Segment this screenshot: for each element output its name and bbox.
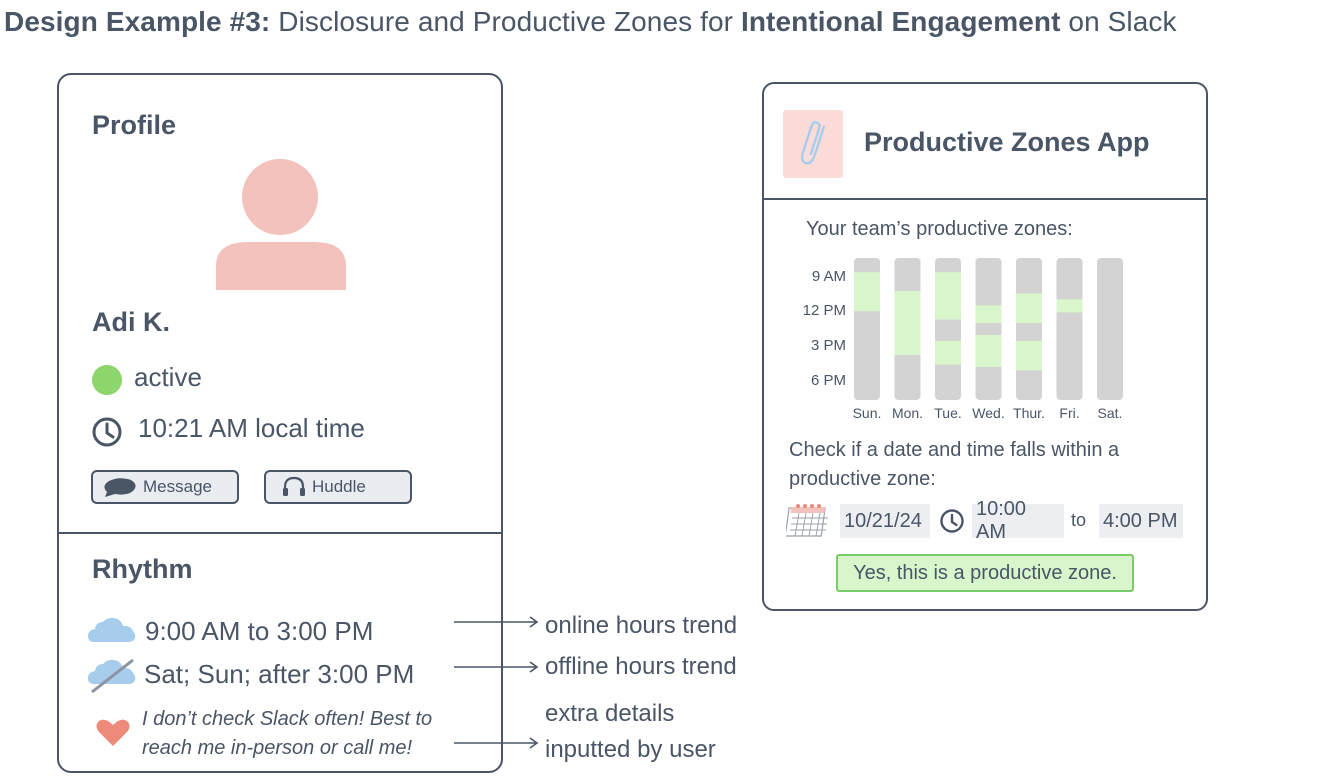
annotation-extra-line1: extra details: [545, 700, 675, 727]
avatar: [216, 159, 346, 290]
check-prompt-line2: productive zone:: [789, 468, 936, 490]
annotation-arrows: [454, 616, 539, 749]
active-status-icon: [92, 365, 122, 395]
page-title: Design Example #3: Disclosure and Produc…: [4, 6, 1177, 37]
productive-zone-segment: [935, 340, 961, 365]
productive-zone-segment: [894, 291, 921, 356]
productive-zone-segment: [975, 334, 1002, 367]
online-hours: 9:00 AM to 3:00 PM: [145, 616, 374, 646]
headphones-icon: [283, 476, 305, 496]
y-tick-label: 3 PM: [810, 337, 846, 354]
productive-zone-segment: [975, 305, 1002, 324]
clock-icon: [92, 417, 122, 447]
message-button-label: Message: [143, 477, 212, 496]
result-message: Yes, this is a productive zone.: [836, 554, 1134, 592]
productive-zones-chart: [854, 258, 1123, 400]
annotation-online: online hours trend: [545, 612, 738, 639]
rhythm-heading: Rhythm: [92, 554, 193, 584]
y-tick-label: 12 PM: [802, 302, 846, 319]
x-tick-label: Fri.: [1059, 405, 1080, 421]
x-tick-label: Wed.: [972, 405, 1005, 421]
cloud-off-icon: [88, 658, 136, 694]
message-button[interactable]: Message: [91, 470, 239, 504]
app-divider: [762, 198, 1208, 200]
day-bar-sat: [1097, 258, 1123, 400]
paperclip-icon: [800, 121, 826, 165]
day-bar-fri: [1056, 258, 1083, 400]
x-tick-label: Thur.: [1013, 405, 1045, 421]
to-label: to: [1071, 510, 1087, 530]
offline-hours: Sat; Sun; after 3:00 PM: [144, 659, 415, 689]
profile-divider: [57, 532, 503, 534]
x-tick-label: Mon.: [891, 405, 924, 421]
start-time-input[interactable]: 10:00 AM: [972, 498, 1064, 543]
productive-zones-card: [762, 82, 1208, 611]
check-prompt-line1: Check if a date and time falls within a: [789, 439, 1120, 461]
annotation-extra-line2: inputted by user: [545, 736, 716, 763]
cloud-icon: [88, 617, 136, 642]
y-tick-label: 6 PM: [810, 372, 846, 389]
local-time: 10:21 AM local time: [138, 413, 365, 443]
app-logo: [783, 110, 843, 178]
x-tick-label: Sun.: [852, 405, 882, 421]
rhythm-note-line1: I don’t check Slack often! Best to: [142, 708, 433, 730]
annotation-offline: offline hours trend: [545, 653, 737, 680]
productive-zone-segment: [1056, 299, 1083, 313]
rhythm-note-line2: reach me in-person or call me!: [142, 737, 413, 759]
x-tick-label: Sat.: [1097, 405, 1123, 421]
profile-card: [57, 73, 503, 773]
chat-bubble-icon: [104, 478, 136, 497]
profile-heading: Profile: [92, 110, 177, 140]
clock-icon: [940, 509, 964, 533]
productive-zone-segment: [1016, 293, 1042, 324]
huddle-button[interactable]: Huddle: [264, 470, 412, 504]
calendar-icon[interactable]: [786, 502, 832, 540]
x-tick-label: Tue.: [934, 405, 962, 421]
end-time-input[interactable]: 4:00 PM: [1099, 504, 1183, 538]
huddle-button-label: Huddle: [312, 477, 366, 496]
app-title: Productive Zones App: [864, 127, 1150, 157]
day-bar-thur: [1016, 258, 1042, 400]
status-text: active: [134, 362, 202, 392]
productive-zone-segment: [1016, 340, 1042, 371]
profile-name: Adi K.: [92, 307, 170, 337]
productive-zone-segment: [854, 272, 880, 312]
date-input[interactable]: 10/21/24: [840, 504, 930, 538]
y-tick-label: 9 AM: [811, 268, 846, 285]
day-bar-wed: [975, 258, 1002, 400]
productive-zone-segment: [935, 272, 961, 320]
heart-icon: [96, 719, 130, 746]
team-zones-label: Your team’s productive zones:: [806, 218, 1073, 240]
